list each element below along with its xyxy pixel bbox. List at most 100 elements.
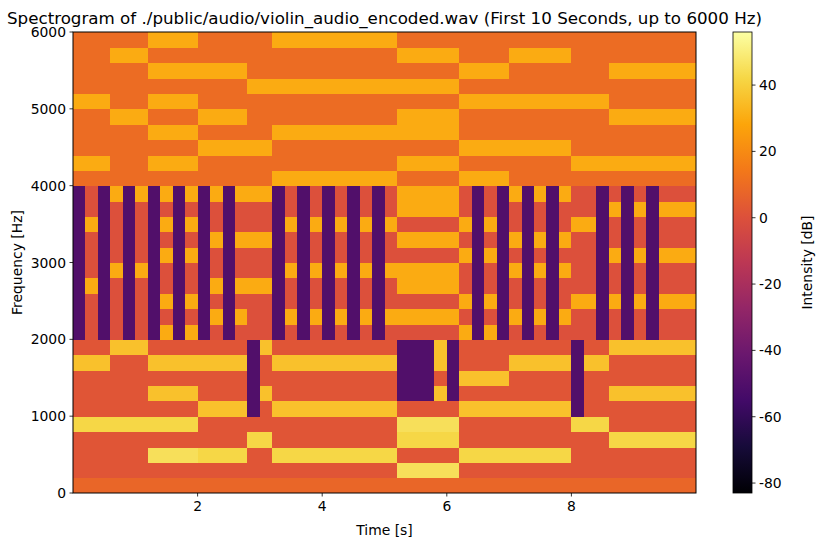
cell [509, 478, 522, 493]
cell [571, 401, 584, 417]
cell [409, 385, 422, 401]
cell [671, 432, 684, 448]
cell [434, 447, 447, 463]
cell [397, 216, 410, 232]
cell [397, 478, 410, 493]
cell [98, 339, 111, 355]
cell [198, 462, 211, 478]
cell [372, 263, 385, 279]
cell [285, 416, 298, 432]
cell [671, 293, 684, 309]
cell [98, 447, 111, 463]
cell [385, 324, 398, 340]
cell [659, 385, 672, 401]
cell [173, 201, 186, 217]
cell [360, 401, 373, 417]
cell [646, 401, 659, 417]
cell [247, 339, 260, 355]
cell [484, 216, 497, 232]
cell [98, 309, 111, 325]
cell [335, 309, 348, 325]
cell [198, 216, 211, 232]
cell [397, 32, 410, 48]
cell [497, 78, 510, 94]
cell [596, 47, 609, 63]
cell [409, 216, 422, 232]
cell [459, 32, 472, 48]
cell [347, 401, 360, 417]
cell [247, 232, 260, 248]
cell [621, 47, 634, 63]
cell [260, 216, 273, 232]
cell [584, 216, 597, 232]
cell [347, 462, 360, 478]
cell [684, 63, 696, 79]
cell [484, 416, 497, 432]
cell [659, 278, 672, 294]
cell [671, 247, 684, 263]
cell [110, 216, 123, 232]
cell [372, 109, 385, 125]
cell [397, 355, 410, 371]
cell [235, 401, 248, 417]
cell [522, 140, 535, 156]
cell [397, 339, 410, 355]
cell [434, 170, 447, 186]
cell [509, 339, 522, 355]
cell [85, 416, 98, 432]
cell [173, 370, 186, 386]
cell [571, 186, 584, 202]
cell [397, 293, 410, 309]
cell [73, 201, 86, 217]
cell [534, 216, 547, 232]
cell [422, 278, 435, 294]
cell [210, 32, 223, 48]
cell [160, 309, 173, 325]
cell [223, 78, 236, 94]
cell [123, 401, 136, 417]
cell [310, 462, 323, 478]
cell [322, 309, 335, 325]
cell [621, 140, 634, 156]
cell [497, 63, 510, 79]
cell [148, 293, 161, 309]
cell [360, 263, 373, 279]
cell [110, 78, 123, 94]
cell [546, 63, 559, 79]
colorbar-tick [752, 483, 756, 484]
cell [434, 124, 447, 140]
cell [621, 401, 634, 417]
cell [85, 216, 98, 232]
cell [484, 140, 497, 156]
cell [135, 355, 148, 371]
cell [347, 416, 360, 432]
cell [684, 201, 696, 217]
cell [210, 155, 223, 171]
cell [123, 140, 136, 156]
cell [671, 63, 684, 79]
cell [272, 155, 285, 171]
cell [397, 278, 410, 294]
cell [422, 309, 435, 325]
cell [160, 370, 173, 386]
cell [596, 247, 609, 263]
cell [247, 447, 260, 463]
cell [459, 216, 472, 232]
cell [247, 370, 260, 386]
cell [347, 124, 360, 140]
cell [160, 263, 173, 279]
cell [310, 109, 323, 125]
y-tick-label: 1000 [31, 408, 66, 424]
cell [110, 263, 123, 279]
cell [447, 339, 460, 355]
cell [85, 401, 98, 417]
cell [135, 462, 148, 478]
cell [160, 32, 173, 48]
cell [584, 324, 597, 340]
cell [85, 339, 98, 355]
cell [497, 93, 510, 109]
cell [173, 293, 186, 309]
cell [322, 201, 335, 217]
cell [634, 201, 647, 217]
cell [310, 232, 323, 248]
